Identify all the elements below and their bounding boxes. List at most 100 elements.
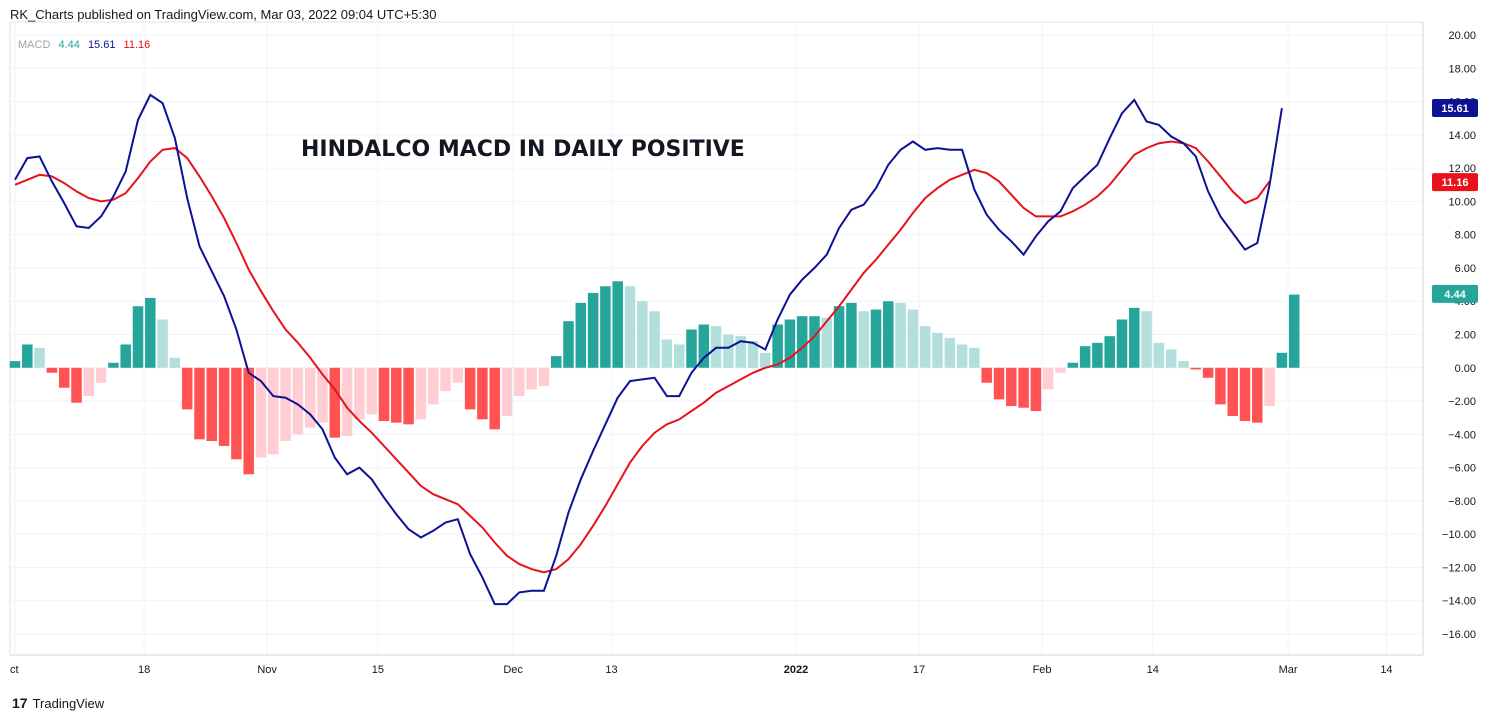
- x-tick-label: 14: [1380, 664, 1392, 676]
- histogram-bar: [1030, 367, 1042, 412]
- histogram-bar: [1178, 361, 1189, 368]
- y-tick-label: −2.00: [1448, 396, 1476, 408]
- x-tick-label: 18: [138, 664, 150, 676]
- histogram-bar: [944, 337, 956, 368]
- x-tick-label: 15: [372, 664, 384, 676]
- histogram-bar: [883, 301, 894, 368]
- histogram-price-badge: [1432, 284, 1478, 303]
- histogram-bar: [243, 367, 254, 475]
- histogram-bar: [723, 334, 734, 368]
- histogram-bar: [378, 367, 390, 422]
- tradingview-text: TradingView: [32, 695, 105, 711]
- histogram-bar: [403, 367, 414, 425]
- histogram-bar: [1215, 367, 1226, 405]
- histogram-bar: [169, 357, 181, 368]
- y-tick-label: −6.00: [1448, 463, 1476, 475]
- legend-hist-value: 4.44: [58, 39, 80, 51]
- y-tick-label: −12.00: [1442, 562, 1476, 574]
- x-tick-label: 13: [605, 664, 617, 676]
- x-tick-label: 2022: [784, 664, 808, 676]
- histogram-bar: [550, 356, 562, 368]
- histogram-bar: [464, 367, 476, 410]
- histogram-bar: [1202, 367, 1214, 378]
- histogram-bar: [181, 367, 193, 410]
- histogram-price-badge-label: 4.44: [1444, 289, 1466, 301]
- histogram-bar: [858, 311, 869, 368]
- y-tick-label: 18.00: [1448, 63, 1476, 75]
- price-badges: 15.61 11.16 4.44: [1432, 99, 1478, 303]
- histogram-bar: [624, 286, 636, 368]
- histogram-bar: [22, 344, 33, 368]
- y-tick-label: 2.00: [1455, 330, 1476, 342]
- histogram-bar: [1288, 294, 1300, 368]
- histogram-bar: [46, 367, 58, 373]
- histogram-bar: [1092, 342, 1103, 368]
- legend-signal-value: 11.16: [123, 39, 151, 51]
- y-tick-label: 14.00: [1448, 130, 1476, 142]
- histogram-bar: [612, 281, 623, 368]
- histogram-bar: [366, 367, 377, 415]
- histogram-bar: [587, 292, 599, 368]
- histogram-bar: [1190, 367, 1202, 370]
- histogram-bar: [932, 332, 943, 368]
- histogram-bar: [686, 329, 697, 368]
- y-tick-label: −4.00: [1448, 429, 1476, 441]
- histogram-bar: [9, 361, 21, 368]
- grid: [9, 21, 1424, 656]
- histogram-bar: [895, 302, 906, 368]
- histogram-bar: [391, 367, 402, 423]
- y-tick-label: 0.00: [1455, 363, 1476, 375]
- histogram-bar: [661, 339, 673, 368]
- y-tick-label: 12.00: [1448, 163, 1476, 175]
- histogram-bar: [969, 347, 980, 368]
- histogram-bar: [95, 367, 107, 383]
- histogram-bar: [1042, 367, 1054, 390]
- histogram-bar: [231, 367, 242, 460]
- legend-macd-value: 15.61: [87, 39, 116, 51]
- histogram-bar: [1276, 352, 1288, 368]
- histogram-bar: [637, 301, 648, 368]
- histogram-bar: [563, 321, 574, 368]
- histogram-bar: [796, 316, 808, 368]
- histogram-bar: [1227, 367, 1238, 417]
- histogram-bar: [157, 319, 168, 368]
- tradingview-brand[interactable]: 17 TradingView: [12, 695, 104, 711]
- x-tick-label: Dec: [503, 664, 523, 676]
- histogram-bar: [415, 367, 427, 420]
- histogram-bar: [218, 367, 230, 446]
- histogram-bar: [1018, 367, 1029, 408]
- histogram-bar: [268, 367, 279, 455]
- histogram-bar: [304, 367, 316, 428]
- histogram-bar: [206, 367, 218, 441]
- histogram-bar: [846, 302, 857, 368]
- histogram-bar: [341, 367, 353, 436]
- x-tick-label: Mar: [1279, 664, 1298, 676]
- histogram-bar: [1141, 311, 1152, 368]
- y-tick-label: 20.00: [1448, 30, 1476, 42]
- signal-price-badge: [1432, 173, 1478, 192]
- x-tick-label: 17: [913, 664, 925, 676]
- histogram-bar: [575, 302, 587, 368]
- macd-line: [14, 93, 1283, 606]
- y-tick-label: −10.00: [1442, 529, 1476, 541]
- histogram-bar: [501, 367, 513, 417]
- tradingview-logo-icon: 17: [12, 695, 28, 711]
- histogram-bar: [427, 367, 439, 405]
- histogram-bar: [956, 344, 968, 368]
- histogram-bar: [993, 367, 1005, 400]
- histogram-bar: [735, 336, 746, 368]
- histogram-bar: [698, 324, 710, 368]
- histogram-bar: [1055, 367, 1066, 373]
- histogram-bar: [329, 367, 341, 438]
- histogram-bar: [489, 367, 500, 430]
- histogram-bar: [514, 367, 525, 397]
- histogram-bar: [145, 297, 156, 368]
- histogram-bar: [809, 316, 820, 368]
- y-tick-label: 8.00: [1455, 230, 1476, 242]
- histogram-bar: [1165, 349, 1177, 368]
- histogram-bar: [907, 309, 919, 368]
- legend-name: MACD: [18, 39, 51, 51]
- histogram-bar: [1239, 367, 1251, 422]
- x-tick-label: ct: [10, 664, 19, 676]
